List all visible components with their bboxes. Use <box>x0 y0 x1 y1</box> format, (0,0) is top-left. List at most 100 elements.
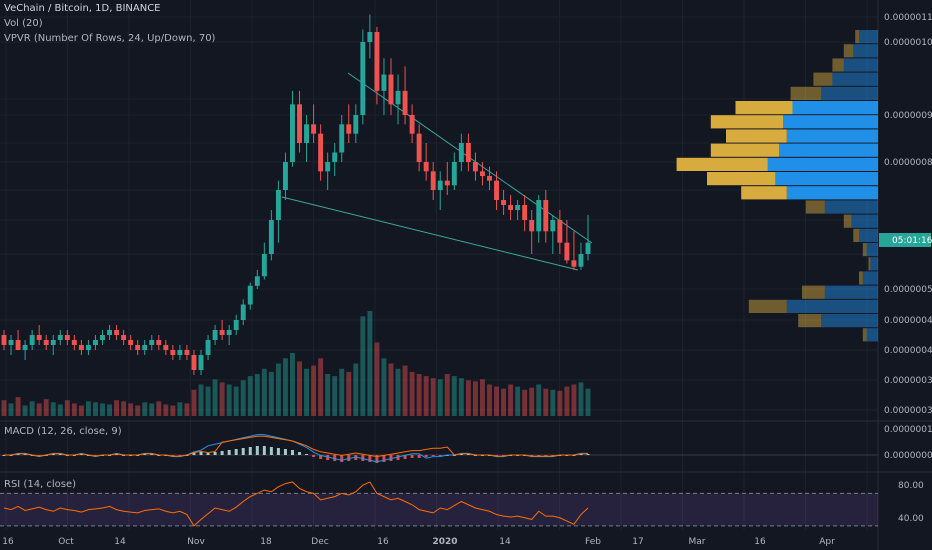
volume-bar <box>465 380 471 416</box>
vpvr-up-bar <box>866 328 878 342</box>
macd-hist-bar <box>262 446 266 455</box>
candle-body <box>282 162 288 190</box>
volume-bar <box>254 374 260 416</box>
volume-bar <box>1 400 7 416</box>
vpvr-down-bar <box>805 200 825 214</box>
candle-body <box>1 335 7 345</box>
volume-bar <box>402 365 408 416</box>
macd-hist-bar <box>333 455 337 461</box>
vpvr-down-bar <box>868 257 871 271</box>
candle-body <box>290 104 295 162</box>
volume-bar <box>290 353 295 416</box>
signal-line <box>4 435 588 458</box>
time-tick-label: 18 <box>260 537 272 547</box>
volume-bar <box>479 379 485 416</box>
symbol-title[interactable]: VeChain / Bitcoin, 1D, BINANCE <box>4 3 161 14</box>
candle-body <box>578 254 584 267</box>
volume-bar <box>585 388 591 416</box>
vpvr-up-bar <box>821 314 878 328</box>
volume-bar <box>177 402 183 416</box>
volume-bar <box>529 387 535 416</box>
macd-hist-bar <box>192 453 196 455</box>
volume-bar <box>149 403 155 416</box>
volume-bar <box>472 381 478 416</box>
macd-hist-bar <box>389 455 393 461</box>
candle-body <box>170 350 176 355</box>
volume-bar <box>135 405 141 416</box>
volume-bar <box>381 358 387 416</box>
vpvr-up-bar <box>775 172 878 186</box>
vpvr-histogram <box>676 30 878 342</box>
volume-bar <box>78 405 84 416</box>
candle-body <box>585 242 591 254</box>
volume-bar <box>508 384 514 416</box>
time-tick-label: 14 <box>499 537 511 547</box>
vpvr-down-bar <box>813 72 833 86</box>
rsi-legend[interactable]: RSI (14, close) <box>4 479 77 490</box>
time-tick-label: Oct <box>58 537 74 547</box>
candle-body <box>339 124 345 153</box>
candle-body <box>564 242 570 261</box>
macd-hist-bar <box>319 455 323 459</box>
volume-bar <box>100 403 105 416</box>
vpvr-down-bar <box>707 172 776 186</box>
candle-body <box>261 254 267 277</box>
macd-hist-bar <box>495 455 499 456</box>
vpvr-down-bar <box>748 299 787 313</box>
volume-bar <box>22 405 28 416</box>
candle-body <box>36 335 42 340</box>
time-tick-label: Nov <box>187 537 205 547</box>
volume-bar <box>57 404 63 416</box>
macd-hist-bar <box>544 455 548 456</box>
candle-body <box>142 345 148 350</box>
volume-bar <box>233 386 239 416</box>
volume-bar <box>184 403 190 416</box>
volume-bar <box>198 384 204 416</box>
vol-legend[interactable]: Vol (20) <box>4 18 43 29</box>
macd-hist-bar <box>586 454 590 455</box>
vpvr-up-bar <box>767 157 878 171</box>
volume-bar <box>212 379 218 416</box>
candle-body <box>15 340 21 350</box>
volume-bar <box>543 388 549 416</box>
volume-bar <box>360 316 366 416</box>
price-tick-label: 0.00000036 <box>884 376 932 386</box>
volume-bar <box>423 376 429 416</box>
volume-bar <box>388 363 394 416</box>
candle-body <box>233 320 239 330</box>
volume-bar <box>128 403 134 416</box>
volume-bar <box>29 401 35 416</box>
volume-bar <box>325 374 331 416</box>
candle-body <box>212 330 218 340</box>
candle-body <box>135 345 141 350</box>
macd-hist-bar <box>276 448 280 455</box>
candle-body <box>318 133 324 172</box>
vpvr-up-bar <box>821 86 878 100</box>
volume-bar <box>226 384 232 416</box>
macd-legend[interactable]: MACD (12, 26, close, 9) <box>4 426 122 437</box>
macd-hist-bar <box>255 446 259 455</box>
candle-body <box>494 180 499 200</box>
volume-bar <box>367 311 373 416</box>
time-axis[interactable]: 16 Oct 14 Nov 18 Dec 16 2020 14 Feb 17 Mar 16 Apr <box>2 537 835 547</box>
price-axis[interactable]: 0.000000930.000000840.000000740.00000068… <box>879 13 932 550</box>
volume-bar <box>163 404 169 416</box>
candle-body <box>198 355 204 370</box>
volume-bar <box>451 376 457 416</box>
candle-body <box>184 350 190 355</box>
macd-hist-bar <box>438 455 442 456</box>
macd-line <box>4 434 588 463</box>
vpvr-legend[interactable]: VPVR (Number Of Rows, 24, Up/Down, 70) <box>4 33 216 44</box>
candle-body <box>529 220 535 232</box>
volume-bar <box>219 382 225 416</box>
volume-bars <box>1 311 591 416</box>
volume-bar <box>494 386 499 416</box>
macd-hist-bar <box>551 455 555 456</box>
candle-body <box>177 350 183 355</box>
candle-body <box>557 220 563 243</box>
macd-hist-bar <box>417 455 421 458</box>
candle-body <box>43 340 49 345</box>
